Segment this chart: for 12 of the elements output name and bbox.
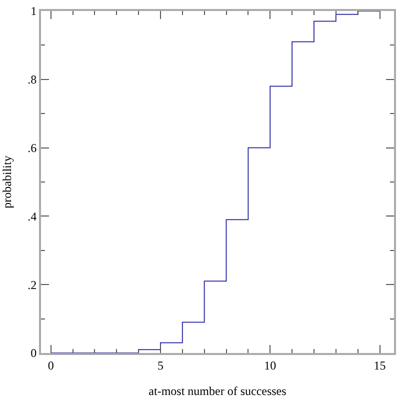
x-tick-label: 15 bbox=[374, 358, 386, 372]
y-tick-label: .6 bbox=[28, 141, 37, 155]
y-axis-title: probability bbox=[0, 156, 14, 208]
x-axis-title: at-most number of successes bbox=[148, 384, 287, 398]
y-tick-label: .4 bbox=[28, 209, 37, 224]
y-tick-label: 0 bbox=[30, 346, 37, 360]
x-tick-label: 0 bbox=[48, 358, 54, 372]
y-tick-label: .2 bbox=[28, 278, 37, 292]
y-tick-label: .8 bbox=[28, 72, 37, 87]
x-tick-label: 5 bbox=[157, 358, 164, 372]
x-tick-label: 10 bbox=[264, 358, 276, 372]
y-tick-label: 1 bbox=[30, 4, 37, 18]
